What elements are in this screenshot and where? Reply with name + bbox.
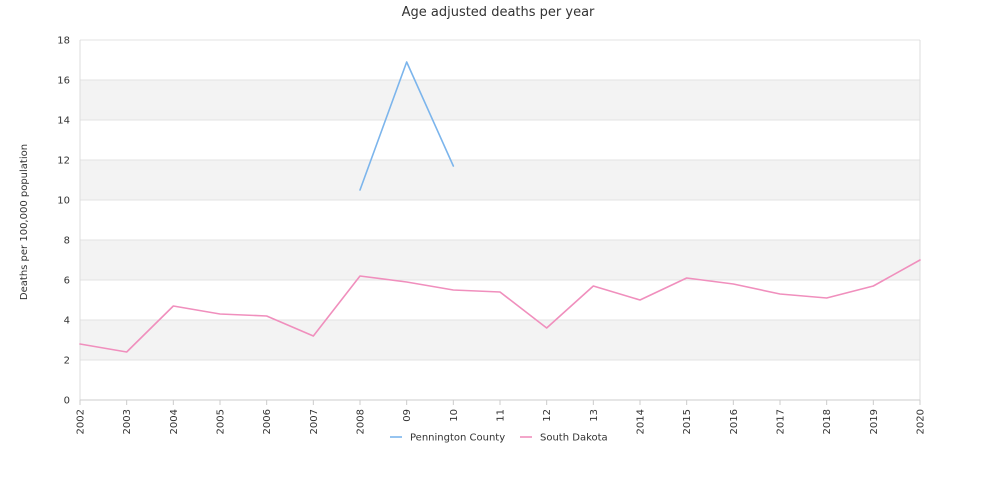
y-tick-label: 4 [64, 316, 70, 327]
x-tick-label: 2004 [169, 409, 180, 434]
plot-band [80, 120, 920, 160]
x-tick-label: 2003 [122, 409, 133, 434]
series-line [79, 259, 921, 353]
legend[interactable]: Pennington County South Dakota [390, 433, 608, 444]
y-tick-label: 18 [57, 36, 70, 47]
legend-item[interactable]: South Dakota [520, 433, 608, 444]
y-tick-label: 8 [64, 236, 70, 247]
x-tick-label: 12 [542, 409, 553, 422]
y-tick-label: 2 [64, 356, 70, 367]
x-tick-label: 2005 [216, 409, 227, 434]
x-tick-label: 11 [496, 409, 507, 422]
x-tick-label: 10 [449, 409, 460, 422]
y-axis-label: Deaths per 100,000 population [19, 144, 30, 300]
x-tick-label: 13 [589, 409, 600, 422]
x-tick-label: 2007 [309, 409, 320, 434]
x-tick-label: 2006 [262, 409, 273, 434]
legend-label: South Dakota [540, 433, 608, 444]
y-tick-label: 12 [57, 156, 70, 167]
y-tick-label: 0 [64, 396, 70, 407]
y-tick-label: 16 [57, 76, 70, 87]
x-tick-label: 2016 [729, 409, 740, 434]
x-tick-label: 2019 [869, 409, 880, 434]
chart-title: Age adjusted deaths per year [402, 5, 595, 20]
y-tick-label: 6 [64, 276, 70, 287]
y-tick-label: 10 [57, 196, 70, 207]
plot-band [80, 160, 920, 200]
x-tick-label: 2015 [682, 409, 693, 434]
plot-band [80, 80, 920, 120]
x-tick-label: 09 [402, 409, 413, 422]
plot-background-bands [80, 40, 920, 400]
legend-item[interactable]: Pennington County [390, 433, 505, 444]
x-tick-label: 2017 [776, 409, 787, 434]
plot-band [80, 40, 920, 80]
plot-band [80, 320, 920, 360]
legend-label: Pennington County [410, 433, 505, 444]
x-tick-label: 2020 [916, 409, 927, 434]
x-tick-label: 2008 [356, 409, 367, 434]
x-tick-label: 2014 [636, 409, 647, 434]
x-tick-label: 2018 [822, 409, 833, 434]
plot-band [80, 240, 920, 280]
series-line [359, 61, 455, 191]
y-axis-ticks: 0 2 4 6 8 10 12 14 16 18 [57, 36, 70, 407]
y-tick-label: 14 [57, 116, 70, 127]
x-tick-label: 2002 [76, 409, 87, 434]
plot-band [80, 200, 920, 240]
plot-band [80, 280, 920, 320]
x-axis-ticks: 2002 2003 2004 2005 2006 2007 2008 09 10 11 12 13 20… [76, 400, 927, 434]
plot-band [80, 360, 920, 400]
series-lines [79, 61, 921, 353]
